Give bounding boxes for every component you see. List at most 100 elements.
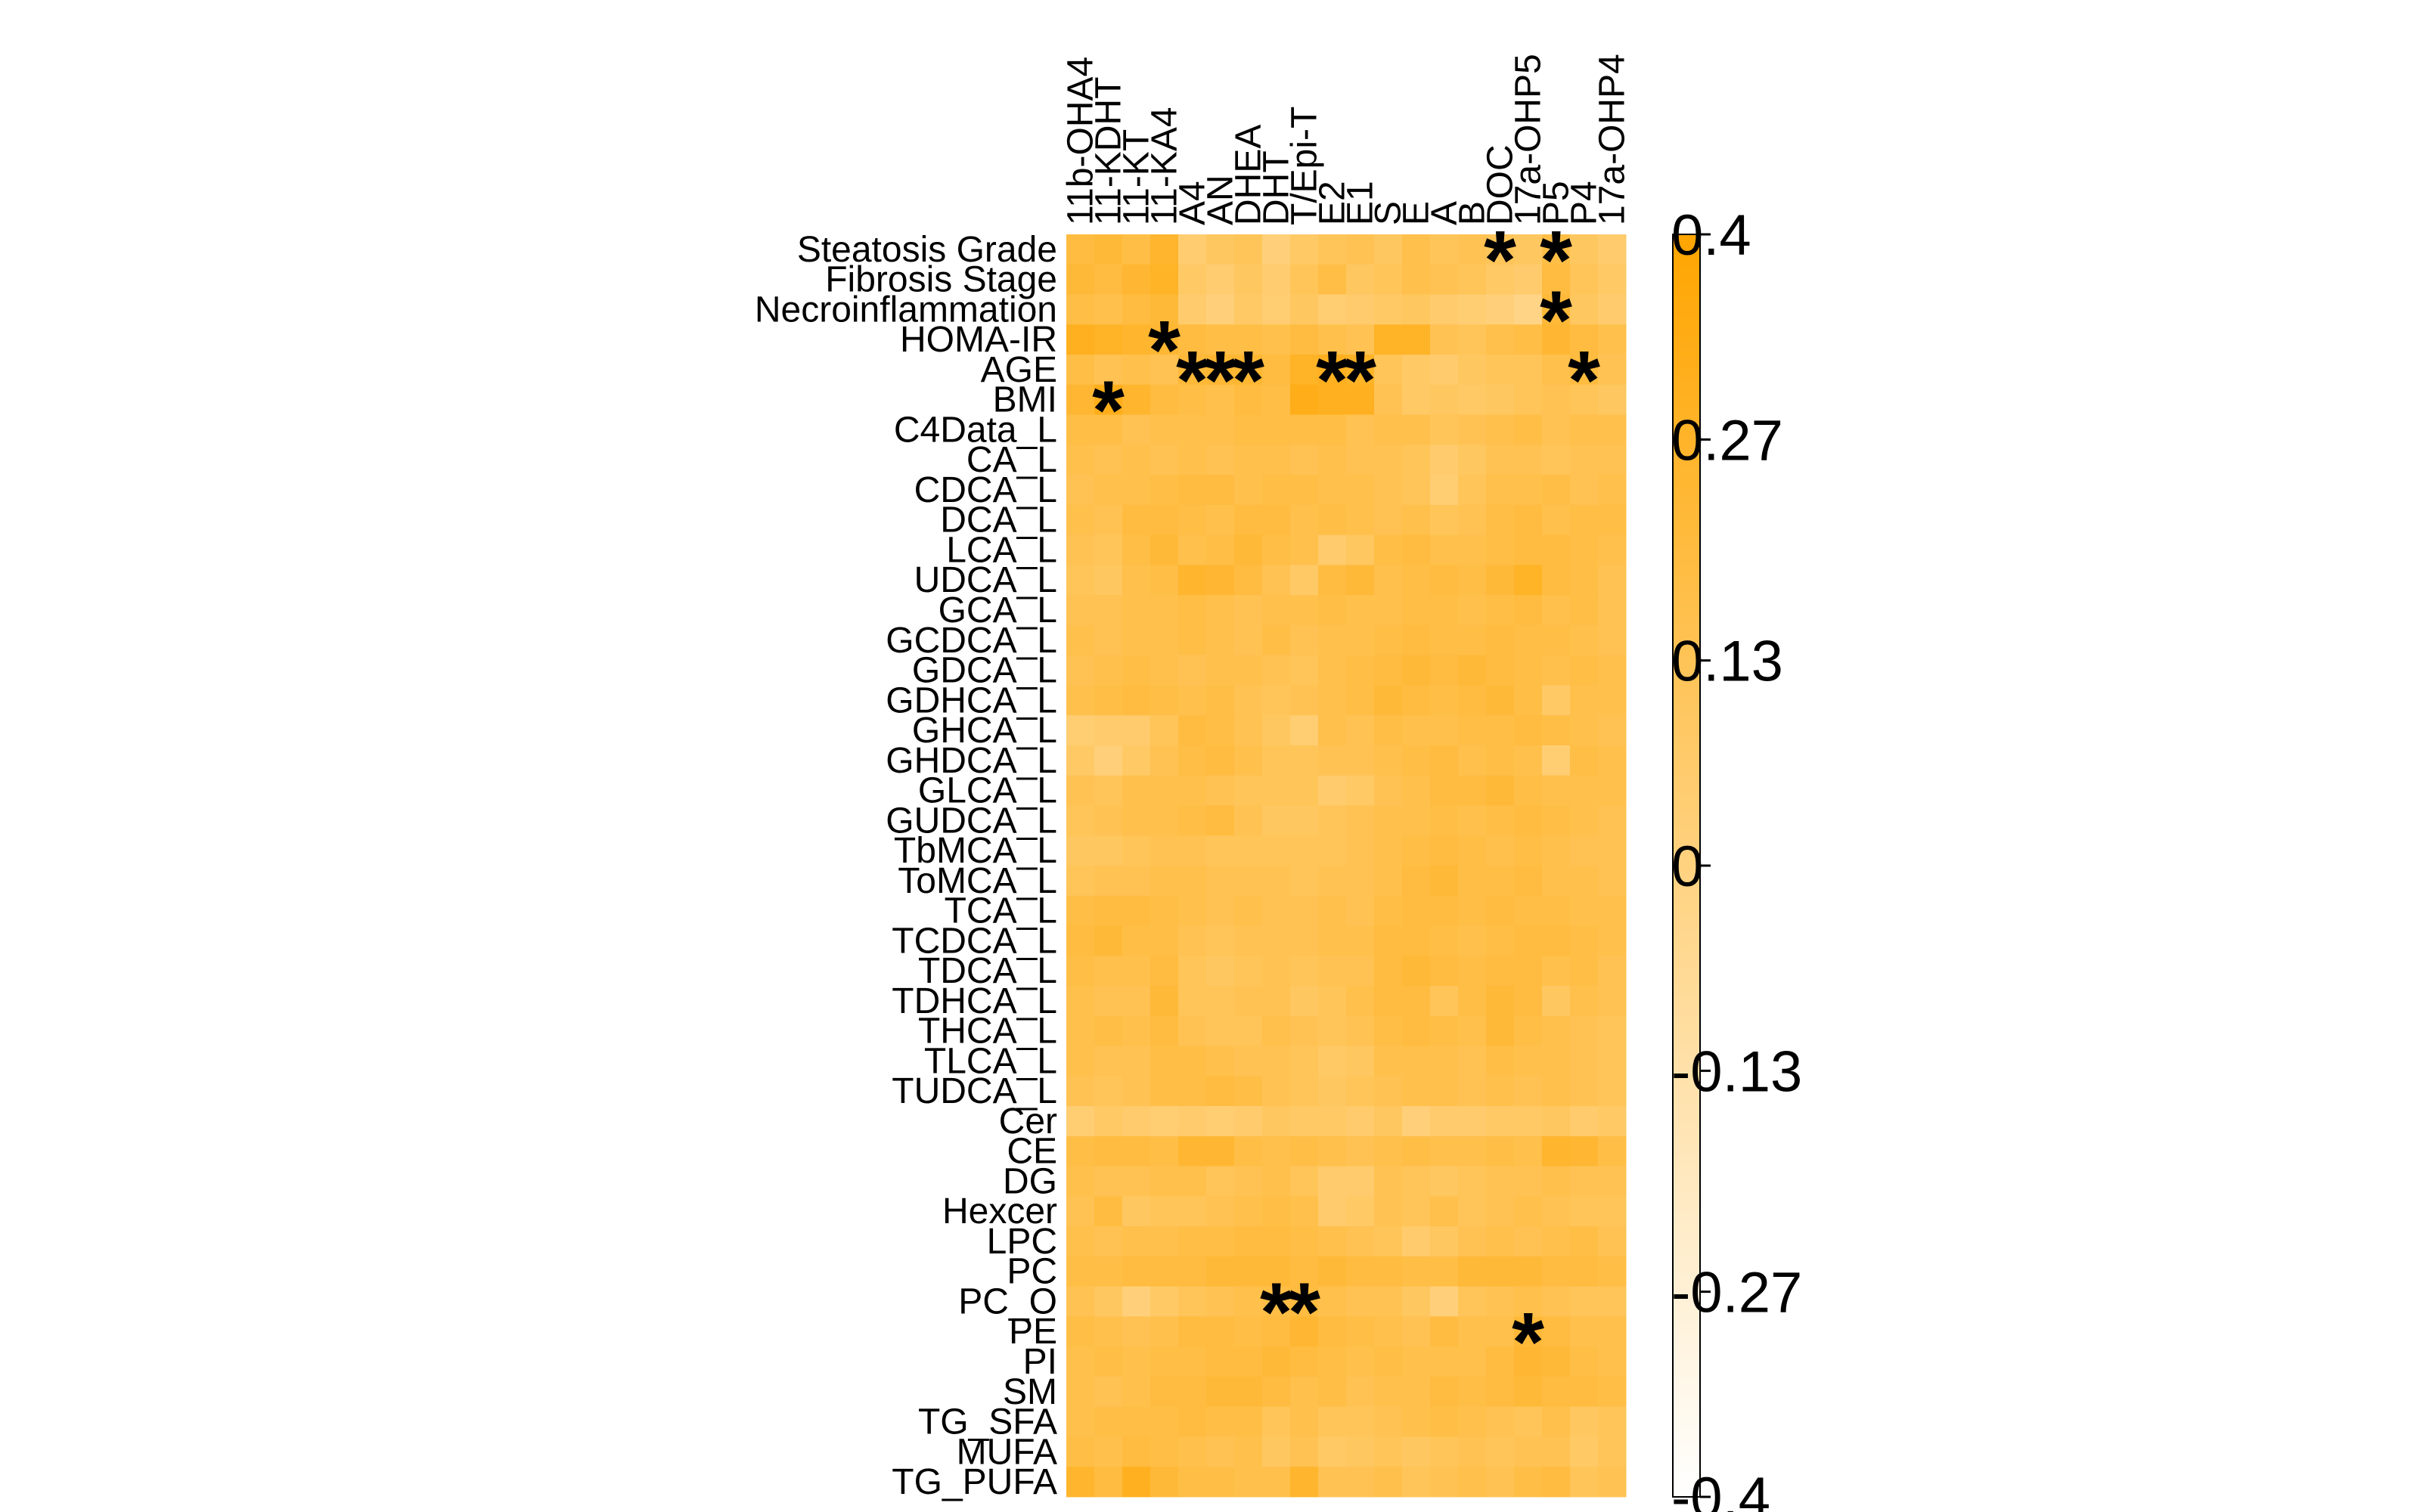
heatmap-cell <box>1066 445 1095 476</box>
heatmap-cell <box>1346 745 1375 776</box>
heatmap-cell <box>1402 294 1431 325</box>
heatmap-cell <box>1262 1316 1291 1347</box>
heatmap-cell <box>1598 1226 1627 1257</box>
heatmap-cell <box>1542 475 1571 506</box>
heatmap-cell <box>1598 1136 1627 1167</box>
heatmap-cell <box>1290 504 1319 536</box>
heatmap-cell <box>1430 595 1459 626</box>
heatmap-cell <box>1598 655 1627 686</box>
heatmap-cell <box>1598 414 1627 445</box>
heatmap-cell <box>1066 1376 1095 1408</box>
heatmap-cell <box>1290 384 1319 416</box>
heatmap-cell <box>1066 595 1095 626</box>
heatmap-cell <box>1486 655 1515 686</box>
column-label: 11b-OHA4 <box>1061 57 1101 225</box>
heatmap-cell <box>1486 685 1515 716</box>
heatmap-cell <box>1262 355 1291 386</box>
heatmap-cell <box>1290 534 1319 565</box>
heatmap-cell <box>1206 895 1235 926</box>
heatmap-cell <box>1486 1015 1515 1047</box>
heatmap-cell <box>1430 805 1459 836</box>
heatmap-cell <box>1178 1467 1207 1498</box>
heatmap-cell <box>1206 1406 1235 1437</box>
heatmap-cell <box>1206 1046 1235 1077</box>
heatmap-cell <box>1430 1226 1459 1257</box>
heatmap-cell <box>1458 1286 1487 1317</box>
heatmap-cell <box>1122 504 1151 536</box>
row-label: PE <box>1009 1312 1057 1352</box>
heatmap-cell <box>1542 1196 1571 1227</box>
heatmap-cell <box>1486 234 1515 265</box>
heatmap-cell <box>1178 294 1207 325</box>
heatmap-cell <box>1122 355 1151 386</box>
heatmap-cell <box>1150 805 1179 836</box>
heatmap-cell <box>1290 715 1319 746</box>
heatmap-cell <box>1346 1166 1375 1197</box>
heatmap-cell <box>1374 745 1403 776</box>
heatmap-cell <box>1122 624 1151 656</box>
heatmap-cell <box>1570 1166 1599 1197</box>
column-label: E1 <box>1341 181 1381 225</box>
heatmap-cell <box>1486 1106 1515 1137</box>
heatmap-cell <box>1122 264 1151 296</box>
heatmap-cell <box>1318 504 1347 536</box>
heatmap-cell <box>1318 234 1347 265</box>
column-label: A4 <box>1173 181 1213 225</box>
heatmap-cell <box>1486 1226 1515 1257</box>
heatmap-cell <box>1234 624 1263 656</box>
heatmap-cell <box>1066 1136 1095 1167</box>
heatmap-cell <box>1402 745 1431 776</box>
heatmap-cell <box>1094 895 1123 926</box>
heatmap-cell <box>1066 384 1095 416</box>
heatmap-cell <box>1094 1196 1123 1227</box>
heatmap-cell <box>1374 1376 1403 1408</box>
heatmap-cell <box>1206 294 1235 325</box>
heatmap-cell <box>1234 324 1263 355</box>
heatmap-cell <box>1122 234 1151 265</box>
heatmap-cell <box>1178 1256 1207 1287</box>
heatmap-cell <box>1318 475 1347 506</box>
heatmap-cell <box>1178 1106 1207 1137</box>
heatmap-cell <box>1598 1406 1627 1437</box>
heatmap-cell <box>1486 956 1515 987</box>
heatmap-cell <box>1598 956 1627 987</box>
heatmap-cell <box>1262 445 1291 476</box>
heatmap-cell <box>1402 504 1431 536</box>
heatmap-cell <box>1402 1076 1431 1107</box>
heatmap-cell <box>1234 1256 1263 1287</box>
heatmap-cell <box>1206 1467 1235 1498</box>
heatmap-cell <box>1094 835 1123 866</box>
heatmap-cell <box>1094 805 1123 836</box>
heatmap-cell <box>1542 1136 1571 1167</box>
row-label: PC_O <box>958 1281 1057 1321</box>
heatmap-cell <box>1290 595 1319 626</box>
heatmap-cell <box>1318 1136 1347 1167</box>
heatmap-cell <box>1234 1467 1263 1498</box>
heatmap-cell <box>1150 1346 1179 1377</box>
heatmap-cell <box>1262 1015 1291 1047</box>
heatmap-cell <box>1290 1015 1319 1047</box>
heatmap-cell <box>1066 805 1095 836</box>
heatmap-cell <box>1374 1166 1403 1197</box>
heatmap-cell <box>1514 324 1543 355</box>
heatmap-cell <box>1430 835 1459 866</box>
heatmap-cell <box>1430 1376 1459 1408</box>
row-label: TbMCA_L <box>894 831 1057 871</box>
color-legend: 0.4 0.27 0.13 0 -0.13 -0.27 -0.4 <box>1671 203 1802 1512</box>
heatmap-cell <box>1430 775 1459 806</box>
column-label: A <box>1425 201 1465 225</box>
heatmap-cell <box>1598 534 1627 565</box>
heatmap-cell <box>1122 1226 1151 1257</box>
heatmap-cell <box>1542 1406 1571 1437</box>
heatmap-cell <box>1178 355 1207 386</box>
heatmap-cell <box>1290 1406 1319 1437</box>
heatmap-cell <box>1374 1467 1403 1498</box>
heatmap-cell <box>1570 895 1599 926</box>
heatmap-cell <box>1514 986 1543 1017</box>
heatmap-cell <box>1066 986 1095 1017</box>
heatmap-cell <box>1094 956 1123 987</box>
heatmap-cell <box>1346 685 1375 716</box>
heatmap-cell <box>1486 1376 1515 1408</box>
heatmap-cell <box>1290 1166 1319 1197</box>
heatmap-cell <box>1346 865 1375 897</box>
